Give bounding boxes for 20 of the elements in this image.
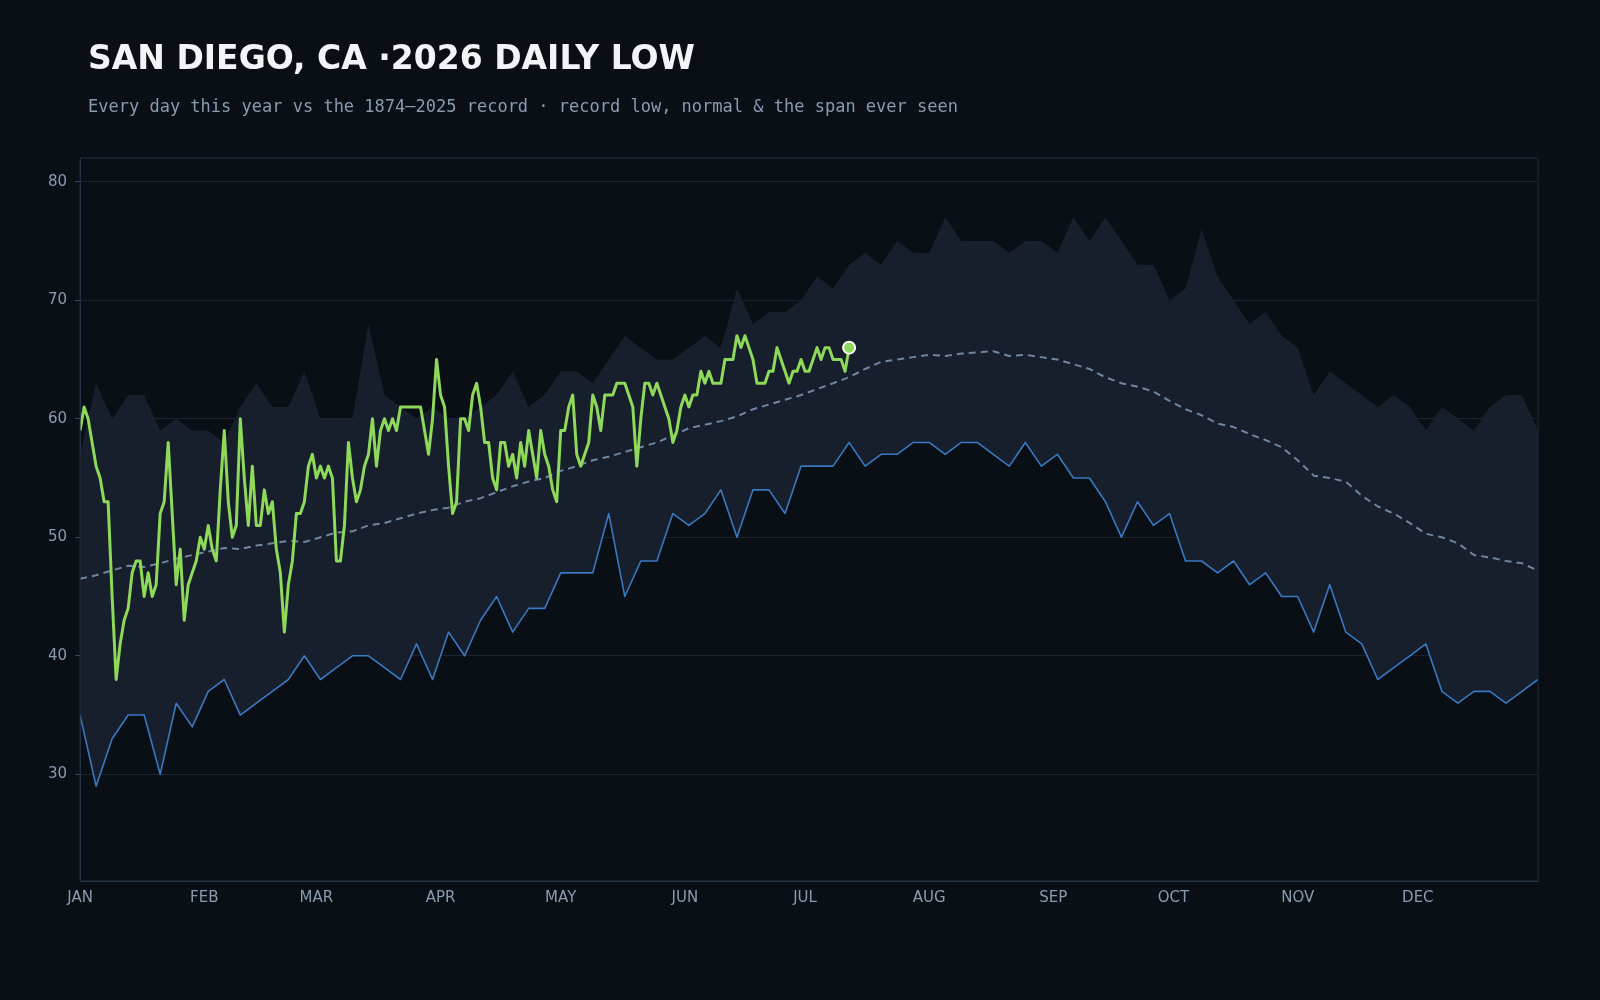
y-tick-label: 30 xyxy=(47,764,68,783)
x-tick-label: APR xyxy=(425,887,456,906)
chart-title: SAN DIEGO, CA ·2026 DAILY LOW xyxy=(88,38,695,77)
x-tick-label: JUL xyxy=(792,887,818,906)
x-tick-label: NOV xyxy=(1281,887,1315,906)
x-tick-label: FEB xyxy=(190,887,219,906)
x-tick-label: JUN xyxy=(670,887,699,906)
y-tick-label: 60 xyxy=(47,408,68,427)
y-tick-label: 50 xyxy=(47,527,68,546)
chart-subtitle: Every day this year vs the 1874–2025 record · record low, normal & the span ever seen xyxy=(88,96,958,116)
x-tick-label: OCT xyxy=(1157,887,1191,906)
x-tick-label: JAN xyxy=(66,887,93,906)
y-tick-label: 70 xyxy=(47,290,68,309)
y-tick-label: 80 xyxy=(47,171,68,190)
y-tick-label: 40 xyxy=(47,645,68,664)
x-tick-label: DEC xyxy=(1402,887,1434,906)
x-tick-label: AUG xyxy=(912,887,946,906)
x-tick-label: SEP xyxy=(1039,887,1068,906)
x-tick-label: MAR xyxy=(299,887,334,906)
x-tick-label: MAY xyxy=(545,887,578,906)
